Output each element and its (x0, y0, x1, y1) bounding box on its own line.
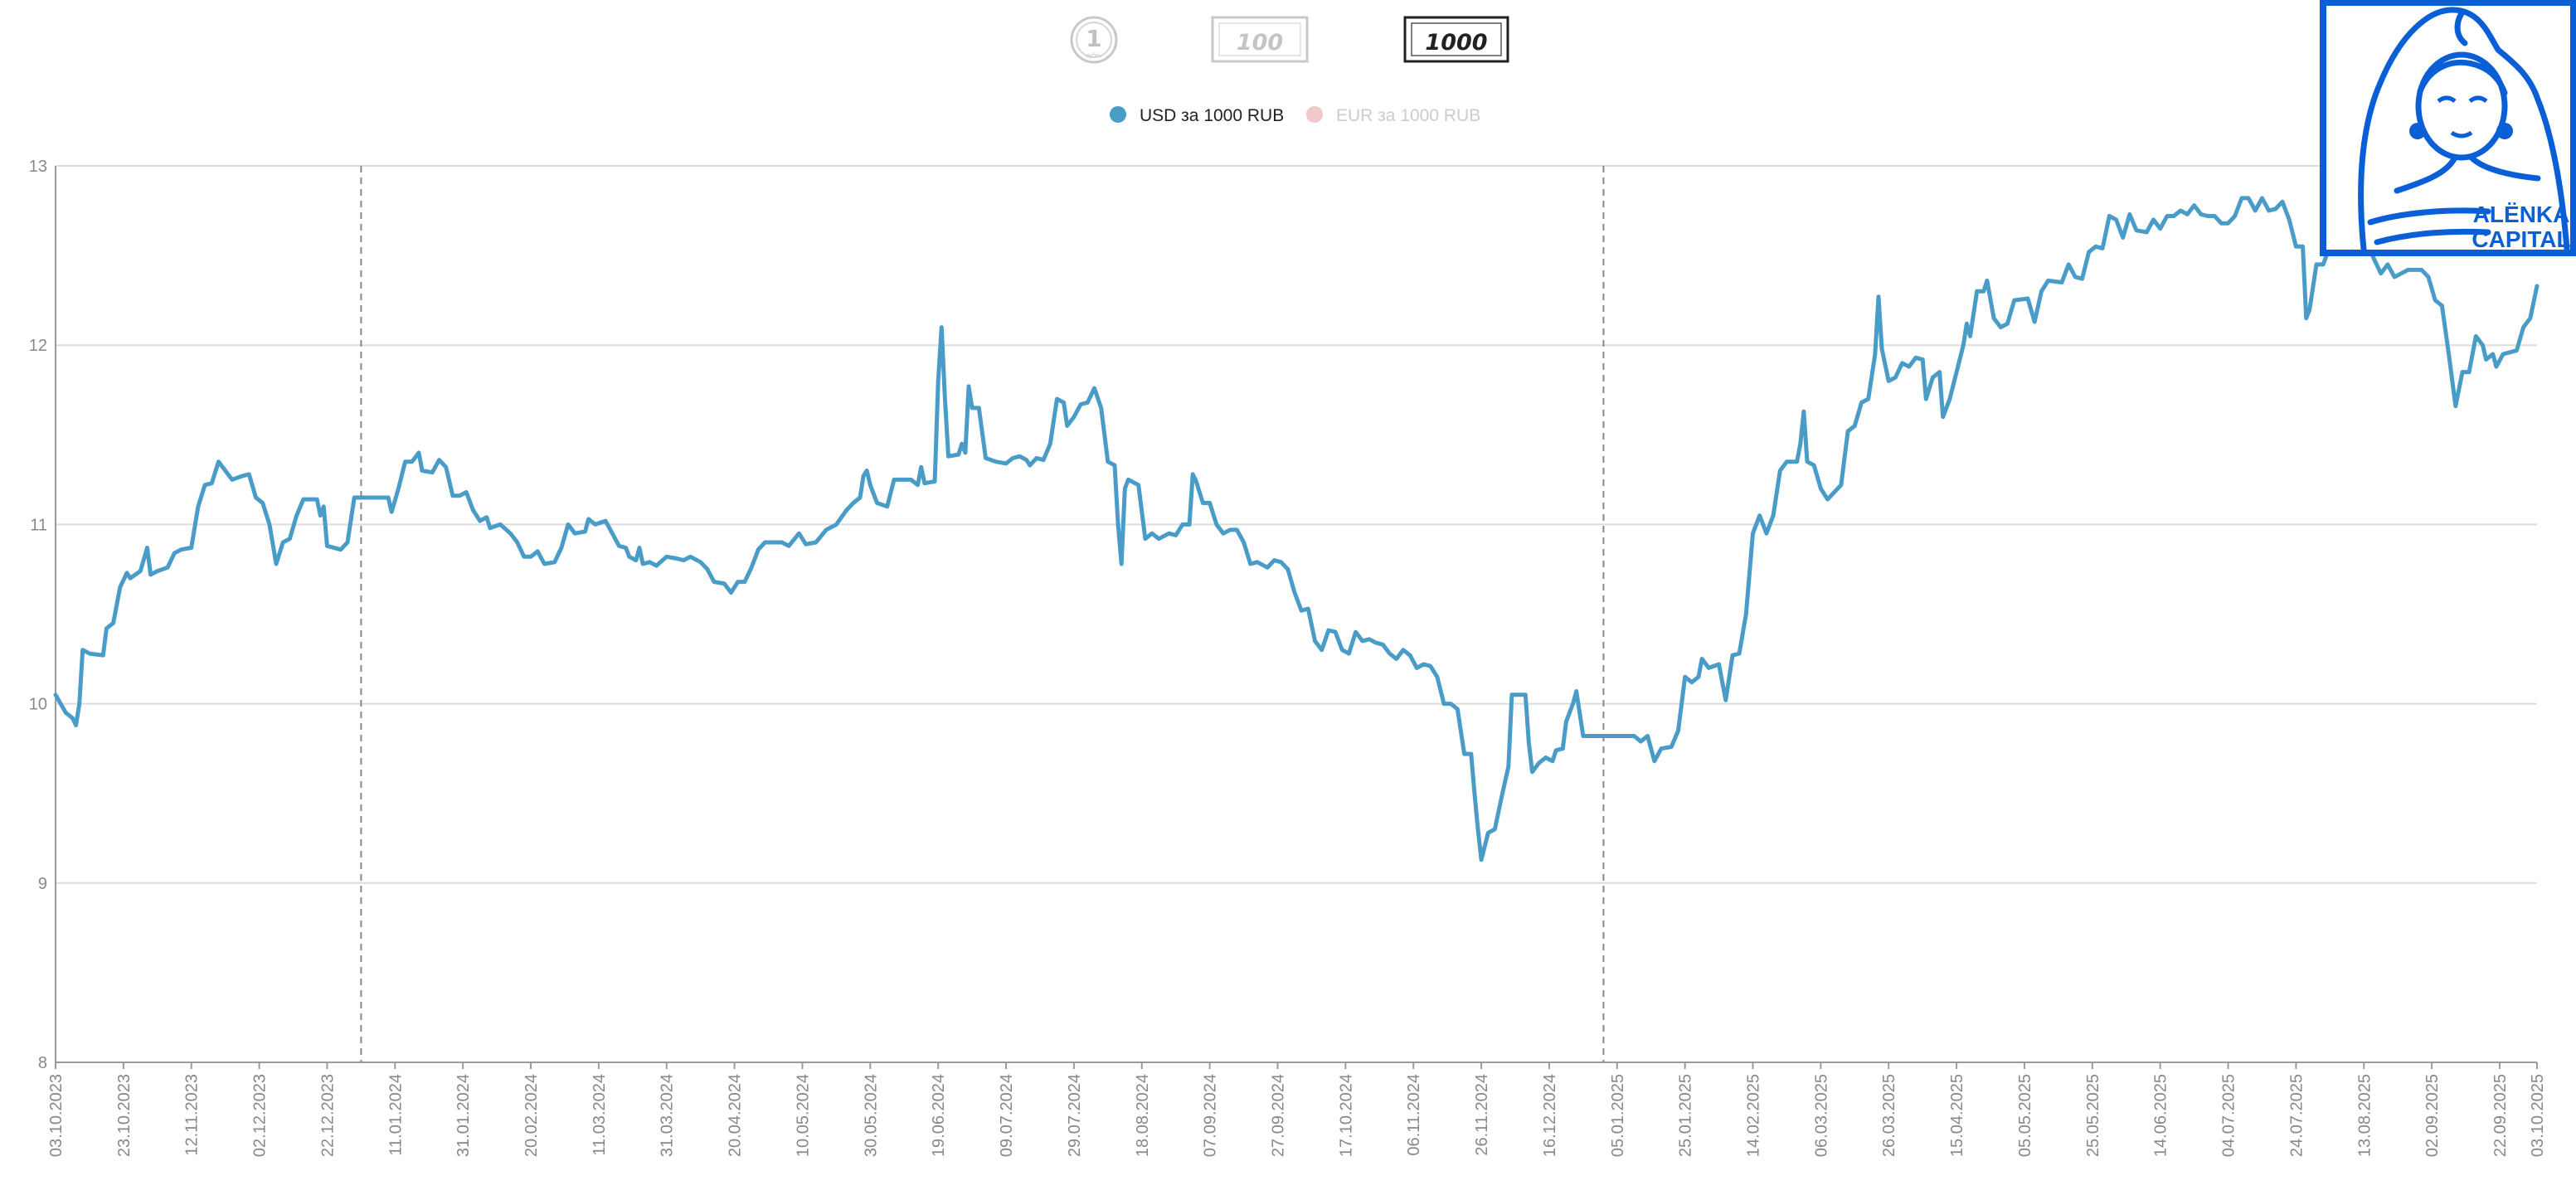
x-tick-label: 22.12.2023 (318, 1074, 337, 1157)
x-tick-label: 03.10.2023 (47, 1074, 66, 1157)
x-tick-label: 15.04.2025 (1948, 1074, 1966, 1157)
x-tick-label: 13.08.2025 (2355, 1074, 2374, 1157)
x-tick-label: 09.07.2024 (998, 1074, 1016, 1157)
x-tick-label: 02.09.2025 (2423, 1074, 2442, 1157)
legend-label-eur: EUR за 1000 RUB (1336, 106, 1480, 125)
legend-item-eur[interactable]: EUR за 1000 RUB (1306, 106, 1480, 125)
logo-line-1: ALЁNKA (2473, 202, 2570, 227)
y-tick-label: 12 (29, 337, 47, 355)
x-tick-label: 26.11.2024 (1473, 1074, 1491, 1156)
legend-marker-usd (1110, 106, 1126, 123)
year-dividers (360, 166, 1605, 1062)
x-tick-label: 04.07.2025 (2220, 1074, 2238, 1157)
x-tick-label: 07.09.2024 (1202, 1074, 1220, 1157)
series-layer (53, 196, 2540, 862)
x-tick-label: 06.11.2024 (1405, 1074, 1423, 1156)
x-tick-label: 02.12.2023 (251, 1074, 270, 1157)
x-tick-label: 06.03.2025 (1812, 1074, 1830, 1157)
x-tick-label: 05.05.2025 (2016, 1074, 2034, 1157)
x-tick-label: 25.05.2025 (2084, 1074, 2102, 1157)
x-tick-label: 31.03.2024 (659, 1074, 677, 1157)
chart-legend: USD за 1000 RUB EUR за 1000 RUB (1110, 106, 1480, 125)
x-tick-label: 12.11.2023 (183, 1074, 202, 1156)
legend-label-usd: USD за 1000 RUB (1140, 106, 1284, 125)
coin-label: 1 (1086, 25, 1101, 52)
x-tick-label: 31.01.2024 (454, 1074, 473, 1157)
x-tick-label: 23.10.2023 (115, 1074, 134, 1157)
y-tick-label: 10 (29, 696, 47, 714)
x-tick-label: 11.03.2024 (591, 1074, 609, 1156)
y-tick-label: 11 (30, 516, 47, 534)
x-tick-label: 16.12.2024 (1541, 1074, 1559, 1157)
grid-lines (56, 165, 2537, 884)
x-tick-label: 03.10.2025 (2529, 1074, 2547, 1157)
banknote-100-toggle[interactable]: 100 (1211, 16, 1309, 63)
cheek-dot-right (2496, 123, 2513, 139)
x-tick-label: 24.07.2025 (2287, 1074, 2306, 1157)
series-line-usd (53, 196, 2540, 862)
axes (55, 166, 2537, 1063)
x-tick-label: 20.02.2024 (522, 1074, 541, 1157)
coin-1-rub-toggle[interactable]: 1 рубль (1070, 16, 1118, 64)
x-tick-label: 05.01.2025 (1609, 1074, 1627, 1157)
y-axis-tick-labels: 8 9 10 11 12 13 (29, 158, 47, 1072)
x-tick-label: 29.07.2024 (1066, 1074, 1084, 1157)
coin-sublabel: рубль (1086, 52, 1102, 59)
x-tick-label: 20.04.2024 (727, 1074, 745, 1157)
x-tick-label: 26.03.2025 (1880, 1074, 1898, 1157)
y-tick-label: 13 (29, 158, 47, 176)
x-tick-label: 14.06.2025 (2152, 1074, 2170, 1157)
legend-marker-eur (1306, 106, 1323, 123)
x-tick-label: 30.05.2024 (862, 1074, 880, 1157)
cheek-dot-left (2409, 123, 2426, 139)
x-tick-label: 18.08.2024 (1134, 1074, 1152, 1157)
x-axis-tick-labels: 03.10.2023 23.10.2023 12.11.2023 02.12.2023… (47, 1062, 2547, 1157)
x-tick-label: 27.09.2024 (1269, 1074, 1287, 1157)
alenka-capital-logo: ALЁNKA CAPITAL (2320, 0, 2576, 256)
banknote-100-label: 100 (1237, 30, 1283, 56)
y-tick-label: 9 (38, 875, 47, 893)
x-tick-label: 10.05.2024 (794, 1074, 812, 1157)
x-tick-label: 14.02.2025 (1745, 1074, 1763, 1157)
logo-line-2: CAPITAL (2472, 226, 2570, 252)
x-tick-label: 22.09.2025 (2491, 1074, 2510, 1157)
x-tick-label: 11.01.2024 (386, 1074, 405, 1156)
x-tick-label: 19.06.2024 (930, 1074, 948, 1157)
x-tick-label: 25.01.2025 (1677, 1074, 1695, 1157)
banknote-1000-toggle[interactable]: 1000 (1403, 16, 1509, 63)
banknote-1000-label: 1000 (1425, 30, 1487, 56)
legend-item-usd[interactable]: USD за 1000 RUB (1110, 106, 1284, 125)
x-tick-label: 17.10.2024 (1337, 1074, 1355, 1157)
y-tick-label: 8 (38, 1054, 47, 1072)
